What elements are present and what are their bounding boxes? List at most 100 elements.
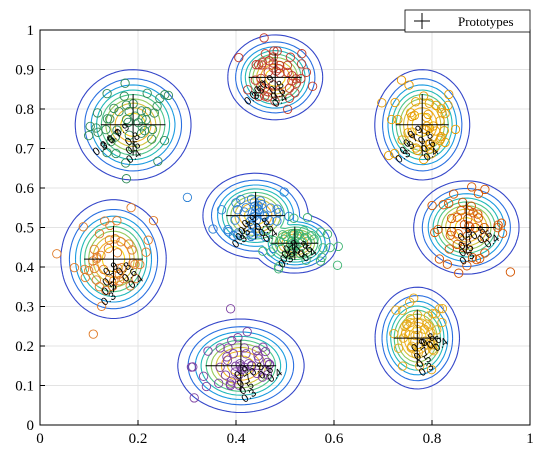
data-point — [406, 108, 416, 118]
data-point — [223, 227, 233, 237]
data-point — [141, 115, 151, 125]
data-point — [402, 319, 412, 329]
data-point — [114, 276, 125, 286]
data-point — [318, 243, 328, 253]
data-point — [91, 275, 101, 285]
x-tick-label: 0.8 — [423, 431, 442, 447]
data-point — [257, 372, 268, 382]
data-point — [114, 106, 124, 117]
data-point — [112, 216, 122, 226]
data-point — [287, 236, 297, 246]
data-point — [391, 305, 401, 315]
data-point — [143, 235, 153, 245]
data-point — [419, 154, 429, 165]
data-point — [426, 364, 437, 375]
data-point — [419, 91, 429, 101]
data-point — [443, 100, 453, 111]
data-point — [291, 78, 302, 88]
data-point — [284, 83, 295, 93]
data-point — [208, 224, 218, 234]
data-point — [103, 243, 114, 254]
data-point — [497, 228, 508, 238]
data-point — [112, 125, 122, 135]
data-point — [114, 269, 124, 279]
data-point — [430, 227, 440, 238]
data-point — [260, 232, 270, 242]
data-point — [91, 123, 101, 133]
y-tick-label: 0.8 — [15, 102, 34, 118]
data-point — [377, 98, 387, 108]
data-point — [424, 144, 435, 154]
data-point — [136, 128, 147, 138]
data-point — [496, 218, 507, 228]
data-point — [452, 239, 462, 250]
data-point — [426, 149, 436, 159]
data-point — [429, 346, 439, 356]
data-point — [322, 229, 333, 239]
data-point — [393, 343, 404, 353]
data-point — [302, 213, 313, 223]
data-point — [227, 335, 237, 346]
data-point — [121, 174, 132, 184]
data-point — [289, 213, 299, 223]
data-point — [85, 121, 95, 132]
data-point — [260, 49, 270, 59]
x-tick-label: 0 — [36, 431, 44, 447]
data-point — [430, 142, 440, 152]
data-point — [130, 259, 140, 269]
data-point — [93, 127, 103, 137]
data-point — [422, 319, 432, 329]
x-tick-label: 0.2 — [129, 431, 148, 447]
data-point — [464, 221, 474, 231]
data-point — [117, 263, 127, 273]
data-point — [428, 308, 438, 319]
data-point — [139, 125, 150, 136]
data-point — [458, 242, 468, 253]
data-point — [126, 202, 136, 213]
data-point — [404, 80, 414, 90]
data-point — [278, 230, 288, 240]
data-point — [237, 364, 247, 375]
data-point — [415, 361, 425, 371]
data-point — [96, 301, 107, 311]
data-point — [203, 346, 213, 356]
data-point — [130, 111, 140, 121]
data-point — [131, 273, 141, 284]
data-point — [109, 103, 119, 114]
data-point — [101, 285, 111, 296]
data-point — [98, 264, 109, 275]
y-tick-label: 0.7 — [15, 142, 34, 158]
data-point — [471, 254, 482, 265]
data-point — [220, 370, 231, 380]
data-point — [410, 336, 420, 347]
data-point — [88, 329, 98, 339]
data-point — [215, 362, 225, 372]
data-point — [332, 260, 343, 270]
data-point — [473, 188, 484, 199]
data-point — [480, 184, 490, 195]
data-point — [296, 59, 307, 69]
data-point — [386, 114, 397, 125]
data-point — [261, 225, 272, 235]
data-point — [411, 143, 421, 153]
data-point — [462, 231, 473, 241]
data-point — [445, 230, 455, 240]
data-point — [468, 208, 478, 218]
data-point — [292, 231, 302, 241]
data-point — [263, 86, 273, 97]
y-tick-label: 0.1 — [15, 379, 34, 395]
data-point — [159, 135, 170, 146]
data-point — [437, 303, 448, 314]
data-point — [201, 381, 212, 392]
data-point — [79, 264, 90, 275]
data-point — [446, 213, 457, 224]
data-point — [444, 89, 454, 100]
data-point — [110, 234, 120, 244]
data-point — [411, 349, 421, 359]
data-point — [440, 108, 450, 119]
data-point — [473, 209, 483, 219]
data-point — [262, 92, 273, 102]
data-point — [262, 357, 273, 368]
data-point — [88, 256, 98, 266]
data-point — [94, 229, 105, 239]
